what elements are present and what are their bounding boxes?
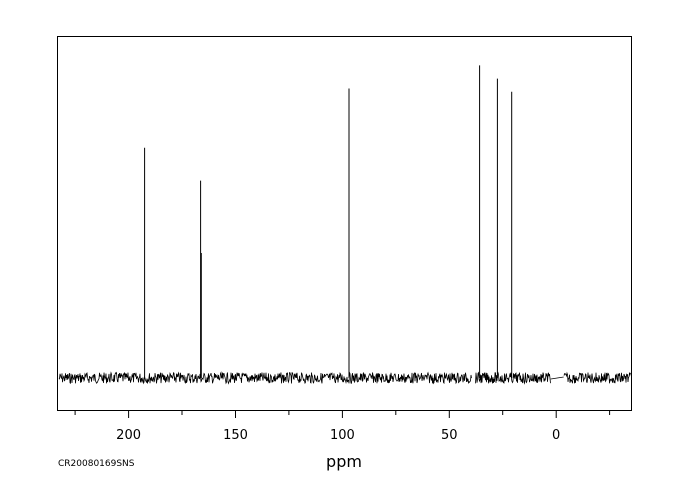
sample-id-label: CR20080169SNS bbox=[58, 459, 135, 469]
plot-frame bbox=[57, 36, 632, 411]
x-tick-label-50: 50 bbox=[441, 428, 458, 443]
x-tick-label-100: 100 bbox=[330, 428, 355, 443]
x-tick-label-200: 200 bbox=[116, 428, 141, 443]
baseline-noise-trace bbox=[58, 371, 631, 385]
x-tick-label-0: 0 bbox=[552, 428, 560, 443]
x-tick-label-150: 150 bbox=[223, 428, 248, 443]
x-axis-ticks bbox=[74, 410, 611, 418]
baseline-bridge bbox=[550, 376, 564, 380]
peaks-group bbox=[144, 65, 513, 378]
baseline-noise bbox=[58, 371, 631, 385]
x-axis-tick-labels: 200 150 100 50 0 bbox=[116, 428, 560, 443]
x-axis-title: ppm bbox=[326, 452, 362, 471]
